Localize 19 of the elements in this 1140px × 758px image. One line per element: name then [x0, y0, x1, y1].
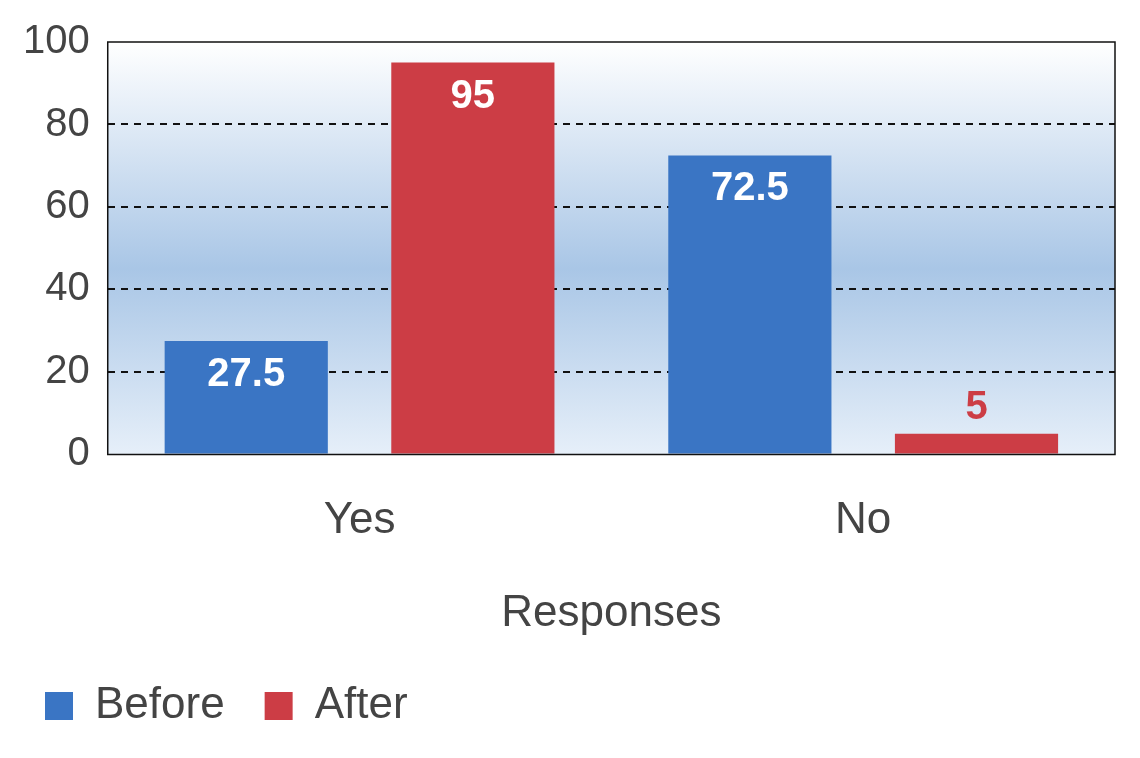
y-tick-label: 100: [22, 17, 90, 62]
data-label: 5: [965, 382, 988, 427]
y-tick-label: 0: [67, 429, 90, 474]
y-tick-label: 40: [45, 264, 90, 309]
data-label: 95: [450, 71, 496, 116]
y-tick-label: 60: [45, 181, 90, 226]
y-tick-label: 80: [45, 99, 90, 144]
x-tick-label: No: [835, 492, 892, 542]
legend-label: Before: [95, 678, 225, 728]
x-axis-title: Responses: [501, 585, 722, 635]
y-tick-label: 20: [45, 346, 90, 391]
bar: [668, 155, 832, 454]
bar: [164, 340, 328, 454]
legend-label: After: [314, 678, 408, 728]
data-label: 72.5: [710, 164, 789, 209]
bar: [391, 62, 555, 454]
bar: [894, 433, 1059, 454]
x-tick-label: Yes: [323, 492, 396, 542]
data-label: 27.5: [207, 350, 286, 395]
